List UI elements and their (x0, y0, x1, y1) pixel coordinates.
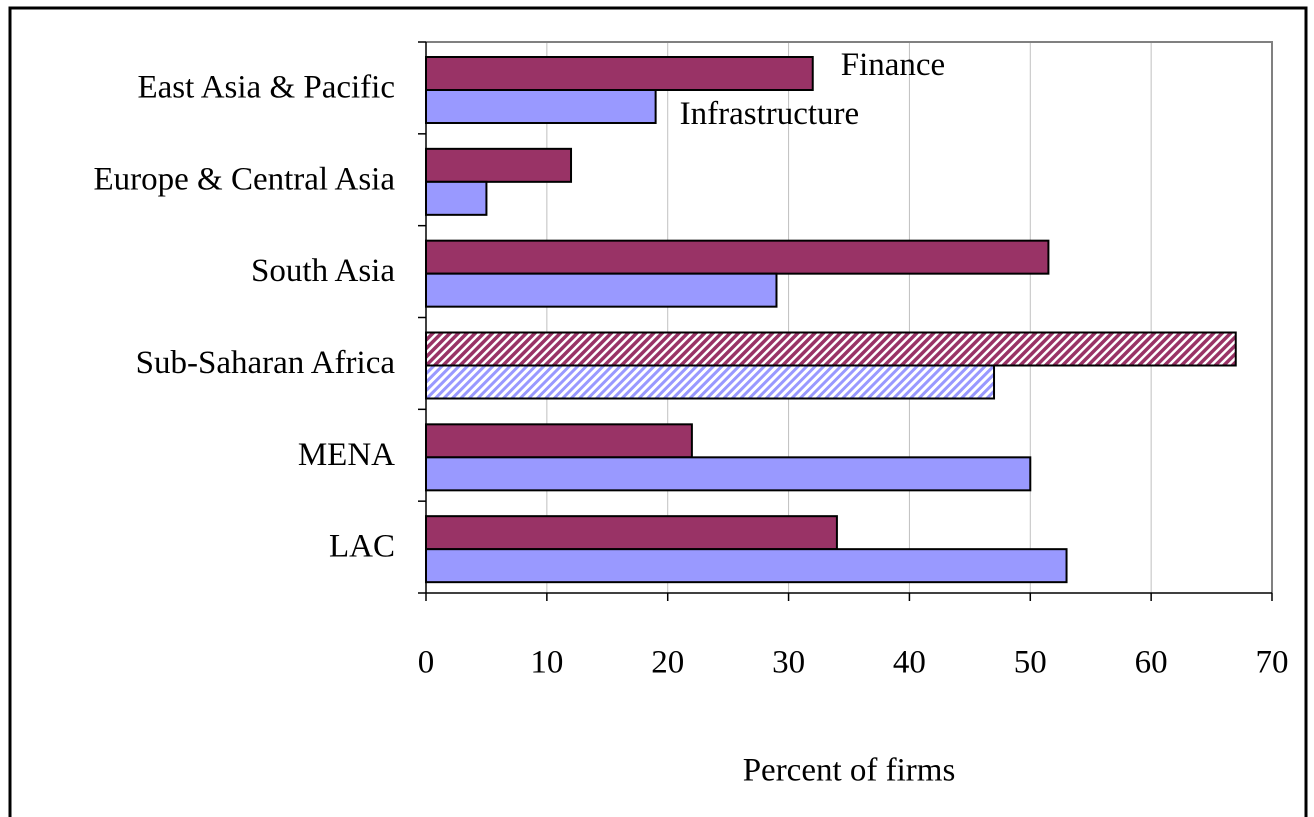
x-tick-label: 60 (1135, 645, 1168, 681)
bar (425, 239, 1050, 275)
bar (425, 331, 1237, 367)
x-tick-label: 0 (418, 645, 435, 681)
legend-label: Infrastructure (680, 96, 860, 132)
bar (425, 272, 778, 308)
bar (425, 364, 996, 400)
y-tick-label: Sub-Saharan Africa (136, 345, 396, 381)
x-tick-label: 70 (1256, 645, 1289, 681)
y-tick-label: LAC (329, 529, 395, 565)
bar (425, 56, 814, 91)
y-tick-label: East Asia & Pacific (137, 69, 395, 105)
y-tick-label: South Asia (251, 253, 395, 289)
x-tick-label: 30 (772, 645, 805, 681)
y-tick-label: Europe & Central Asia (93, 161, 395, 197)
bar (425, 456, 1032, 492)
bar (425, 147, 573, 183)
x-tick-label: 10 (530, 645, 563, 681)
plot-border (426, 41, 1273, 593)
x-tick-label: 50 (1014, 645, 1047, 681)
x-axis-label: Percent of firms (743, 753, 956, 789)
bar (425, 515, 838, 551)
bar (425, 180, 488, 216)
x-tick-label: 20 (651, 645, 684, 681)
frame (8, 6, 1308, 817)
bar (425, 423, 693, 459)
legend-label: Finance (841, 47, 945, 83)
bar (425, 89, 657, 124)
x-tick-label: 40 (893, 645, 926, 681)
bar (425, 548, 1068, 584)
y-tick-label: MENA (298, 437, 395, 473)
